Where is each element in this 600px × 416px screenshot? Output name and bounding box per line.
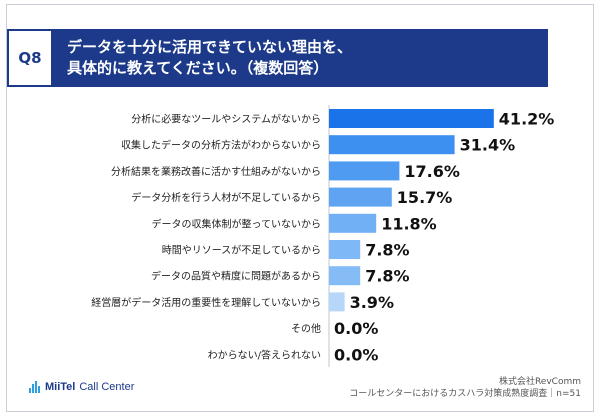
question-header: Q8 データを十分に活用できていない理由を、 具体的に教えてください。（複数回答… [7, 29, 548, 87]
value-label: 0.0% [334, 345, 378, 364]
brand-logo: MiiTel Call Center [29, 381, 134, 393]
value-label: 7.8% [365, 241, 409, 260]
brand-name-callcenter: Call Center [79, 381, 135, 393]
brand-name-miitel: MiiTel [45, 381, 76, 393]
value-label: 7.8% [365, 267, 409, 286]
bar [329, 292, 345, 312]
category-label: 経営層がデータ活用の重要性を理解していないから [91, 296, 321, 309]
category-label: 分析結果を業務改善に活かす仕組みがないから [111, 165, 321, 178]
category-label: 収集したデータの分析方法がわからないから [121, 139, 321, 152]
value-label: 31.4% [460, 136, 516, 155]
category-label: わからない/答えられない [208, 348, 321, 361]
sound-wave-icon [29, 381, 41, 393]
bar [329, 240, 361, 259]
question-number-box: Q8 [7, 29, 53, 87]
survey-source: 株式会社RevComm コールセンターにおけるカスハラ対策成熟度調査｜n=51 [349, 376, 581, 400]
bar [329, 266, 361, 286]
question-number: Q8 [18, 49, 42, 67]
category-label: その他 [291, 322, 321, 335]
bar [329, 161, 400, 181]
question-title-line-2: 具体的に教えてください。（複数回答） [67, 59, 329, 77]
category-label: データの収集体制が整っていないから [152, 217, 322, 230]
bar [329, 213, 377, 233]
value-label: 15.7% [397, 188, 453, 207]
bar [329, 109, 494, 128]
category-label: 分析に必要なツールやシステムがないから [131, 113, 321, 126]
category-label: 時間やリソースが不足しているから [162, 244, 321, 257]
company-name: 株式会社RevComm [498, 377, 581, 387]
question-title: データを十分に活用できていない理由を、 具体的に教えてください。（複数回答） [67, 37, 537, 79]
bar [329, 187, 392, 207]
question-title-line-1: データを十分に活用できていない理由を、 [67, 38, 353, 56]
bar [329, 135, 455, 155]
value-label: 17.6% [404, 162, 460, 181]
category-label: データ分析を行う人材が不足しているから [131, 191, 321, 204]
value-label: 0.0% [334, 319, 378, 338]
value-label: 11.8% [381, 214, 437, 233]
category-label: データの品質や精度に問題があるから [151, 270, 321, 283]
survey-name: コールセンターにおけるカスハラ対策成熟度調査｜n=51 [349, 389, 581, 399]
value-label: 41.2% [499, 110, 555, 129]
value-label: 3.9% [350, 293, 394, 312]
chart-frame: Q8 データを十分に活用できていない理由を、 具体的に教えてください。（複数回答… [6, 4, 594, 412]
bar-chart: 分析に必要なツールやシステムがないから 41.2% 収集したデータの分析方法がわから… [91, 105, 555, 367]
